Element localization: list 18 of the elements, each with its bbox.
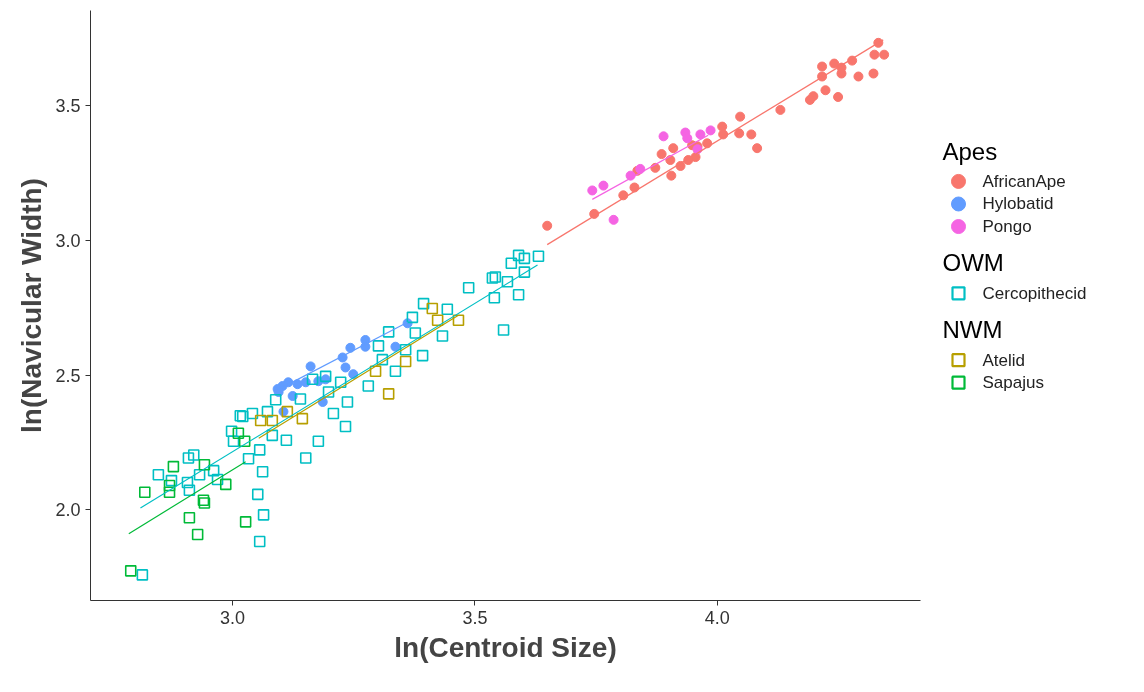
y-tick-label: 3.5 (55, 96, 81, 117)
y-axis-title: ln(Navicular Width) (16, 178, 48, 433)
text: Apes (942, 137, 998, 165)
y-tick-label: 2.0 (55, 500, 81, 521)
x-tick-label: 4.0 (704, 607, 730, 628)
x-axis-title: ln(Centroid Size) (394, 631, 617, 663)
text: OWM (942, 249, 1004, 277)
legend-label: Pongo (982, 217, 1032, 237)
text: NWM (942, 316, 1003, 344)
x-tick-label: 3.5 (462, 607, 488, 628)
legend-label: Sapajus (982, 373, 1044, 393)
x-tick-label: 3.0 (220, 607, 246, 628)
legend-label: AfricanApe (982, 171, 1066, 191)
legend-label: Atelid (982, 350, 1026, 370)
legend-label: Hylobatid (982, 194, 1054, 214)
y-tick-label: 3.0 (55, 231, 81, 252)
y-tick-label: 2.5 (55, 365, 81, 386)
legend-label: Cercopithecid (982, 283, 1087, 303)
